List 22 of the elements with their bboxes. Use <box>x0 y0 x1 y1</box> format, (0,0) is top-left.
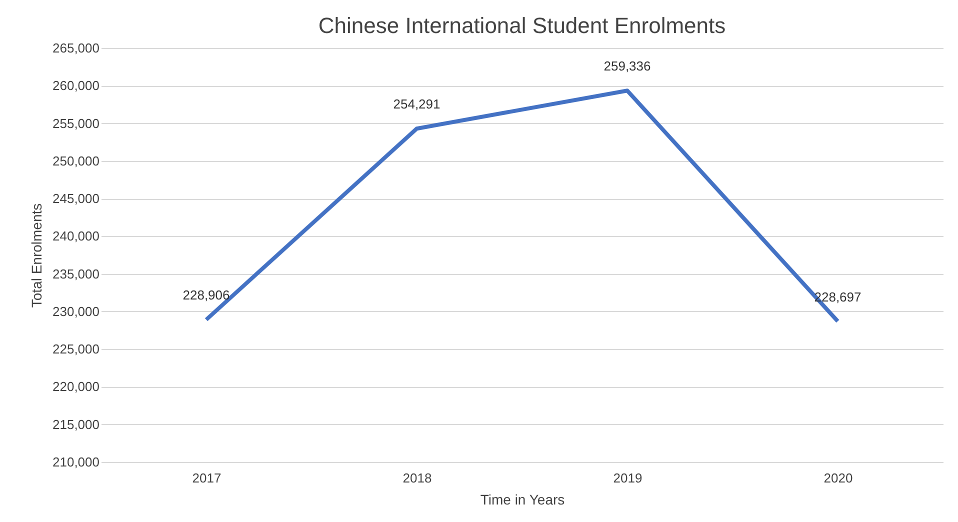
y-tick-label: 245,000 <box>52 191 100 206</box>
y-tick-label: 230,000 <box>52 304 100 319</box>
y-tick-label: 240,000 <box>52 228 100 244</box>
x-tick-label: 2018 <box>402 470 432 486</box>
y-tick-label: 260,000 <box>52 78 100 94</box>
x-tick-label: 2017 <box>192 470 222 486</box>
chart-title: Chinese International Student Enrolments <box>318 13 726 38</box>
x-axis-title: Time in Years <box>480 492 565 508</box>
y-tick-label: 235,000 <box>52 266 100 282</box>
y-tick-label: 255,000 <box>52 116 100 131</box>
y-tick-label: 225,000 <box>52 342 100 357</box>
y-tick-label: 220,000 <box>52 379 100 394</box>
x-tick-label: 2020 <box>824 470 853 486</box>
data-label: 254,291 <box>393 96 440 112</box>
y-tick-label: 215,000 <box>52 416 100 432</box>
x-tick-label: 2019 <box>613 470 642 486</box>
y-tick-label: 210,000 <box>52 454 100 470</box>
data-label: 259,336 <box>604 58 651 74</box>
y-axis-title: Total Enrolments <box>28 203 45 308</box>
y-tick-label: 250,000 <box>52 153 100 168</box>
data-label: 228,906 <box>182 288 230 303</box>
y-tick-label: 265,000 <box>52 40 100 56</box>
